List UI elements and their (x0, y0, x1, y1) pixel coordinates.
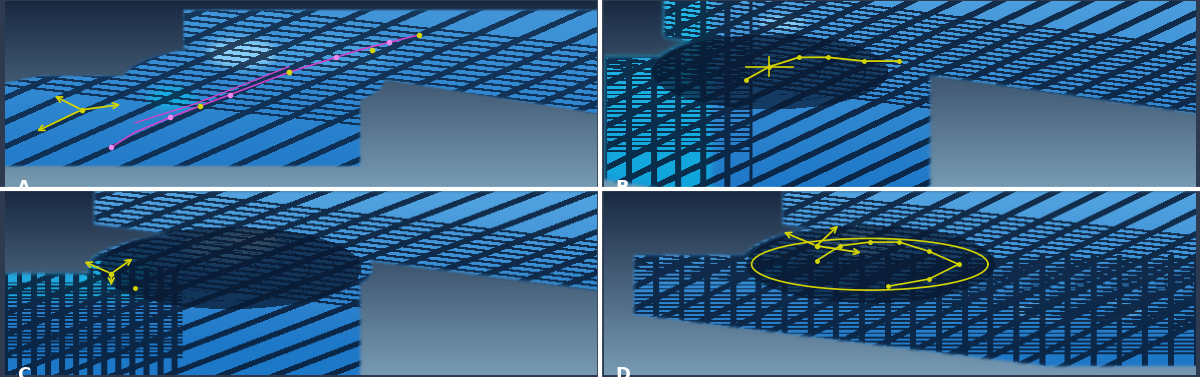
Text: A: A (17, 179, 30, 197)
Text: D: D (616, 366, 630, 377)
Text: C: C (17, 366, 30, 377)
Text: B: B (616, 179, 629, 197)
